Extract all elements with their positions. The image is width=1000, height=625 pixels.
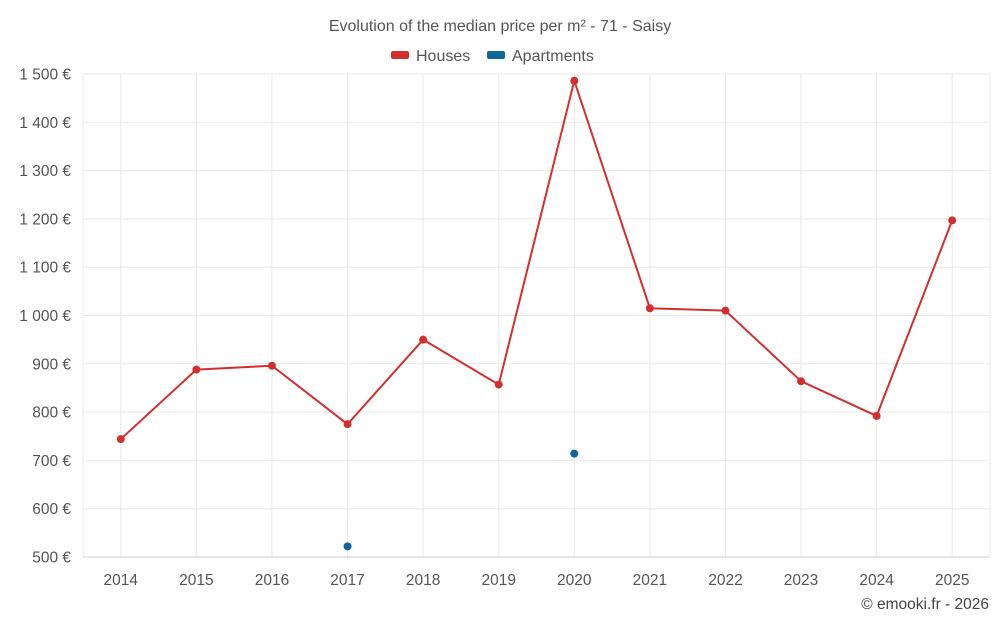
data-point-houses-2018[interactable]: [419, 335, 428, 344]
x-tick-label: 2019: [481, 572, 515, 589]
data-point-houses-2019[interactable]: [494, 380, 503, 389]
legend-label-houses: Houses: [416, 48, 470, 65]
x-tick-label: 2014: [104, 572, 139, 589]
legend-item-apartments[interactable]: Apartments: [487, 48, 594, 65]
data-point-houses-2025[interactable]: [948, 216, 957, 225]
x-axis: 2014 2015 2016 2017 2018 2019 2020 2021 2022 2023…: [83, 556, 990, 589]
y-tick-label: 900 €: [32, 356, 71, 373]
data-point-houses-2022[interactable]: [721, 306, 730, 315]
y-tick-label: 800 €: [32, 405, 71, 422]
legend-swatch-apartments: [487, 51, 505, 59]
y-tick-label: 1 300 €: [19, 163, 71, 180]
x-tick-label: 2016: [255, 572, 289, 589]
data-point-houses-2014[interactable]: [116, 435, 125, 444]
data-point-houses-2017[interactable]: [343, 420, 352, 429]
chart-title: Evolution of the median price per m² - 7…: [329, 18, 671, 35]
legend-swatch-houses: [391, 51, 409, 59]
y-tick-label: 600 €: [32, 501, 71, 518]
x-tick-label: 2021: [633, 572, 667, 589]
data-point-apartments-2017[interactable]: [343, 542, 352, 551]
x-tick-label: 2023: [784, 572, 818, 589]
data-point-houses-2020[interactable]: [570, 76, 579, 85]
x-tick-label: 2022: [708, 572, 742, 589]
x-tick-label: 2024: [859, 572, 894, 589]
x-tick-label: 2017: [330, 572, 364, 589]
credit-text: © emooki.fr - 2026: [861, 596, 989, 613]
y-tick-label: 500 €: [32, 550, 71, 567]
legend-item-houses[interactable]: Houses: [391, 48, 470, 65]
x-tick-label: 2020: [557, 572, 592, 589]
data-point-houses-2016[interactable]: [267, 361, 276, 370]
y-tick-label: 1 000 €: [19, 308, 71, 325]
legend: Houses Apartments: [391, 48, 594, 65]
data-point-apartments-2020[interactable]: [570, 449, 579, 458]
grid: [82, 73, 991, 557]
data-point-houses-2024[interactable]: [872, 411, 881, 420]
series-line-houses: [120, 79, 954, 440]
y-tick-label: 1 500 €: [19, 67, 71, 84]
series-houses: [116, 76, 957, 444]
y-tick-label: 1 400 €: [19, 115, 71, 132]
x-tick-label: 2015: [179, 572, 213, 589]
y-tick-label: 700 €: [32, 453, 71, 470]
series-layer: [116, 76, 957, 551]
series-apartments: [343, 449, 579, 551]
x-tick-label: 2018: [406, 572, 440, 589]
legend-label-apartments: Apartments: [512, 48, 594, 65]
y-tick-label: 1 200 €: [19, 211, 71, 228]
data-point-houses-2023[interactable]: [797, 377, 806, 386]
y-axis: 500 € 600 € 700 € 800 € 900 € 1 000 € 1 100 € 1…: [19, 67, 71, 567]
x-tick-label: 2025: [935, 572, 969, 589]
y-tick-label: 1 100 €: [19, 260, 71, 277]
data-point-houses-2021[interactable]: [645, 304, 654, 313]
data-point-houses-2015[interactable]: [192, 365, 201, 374]
